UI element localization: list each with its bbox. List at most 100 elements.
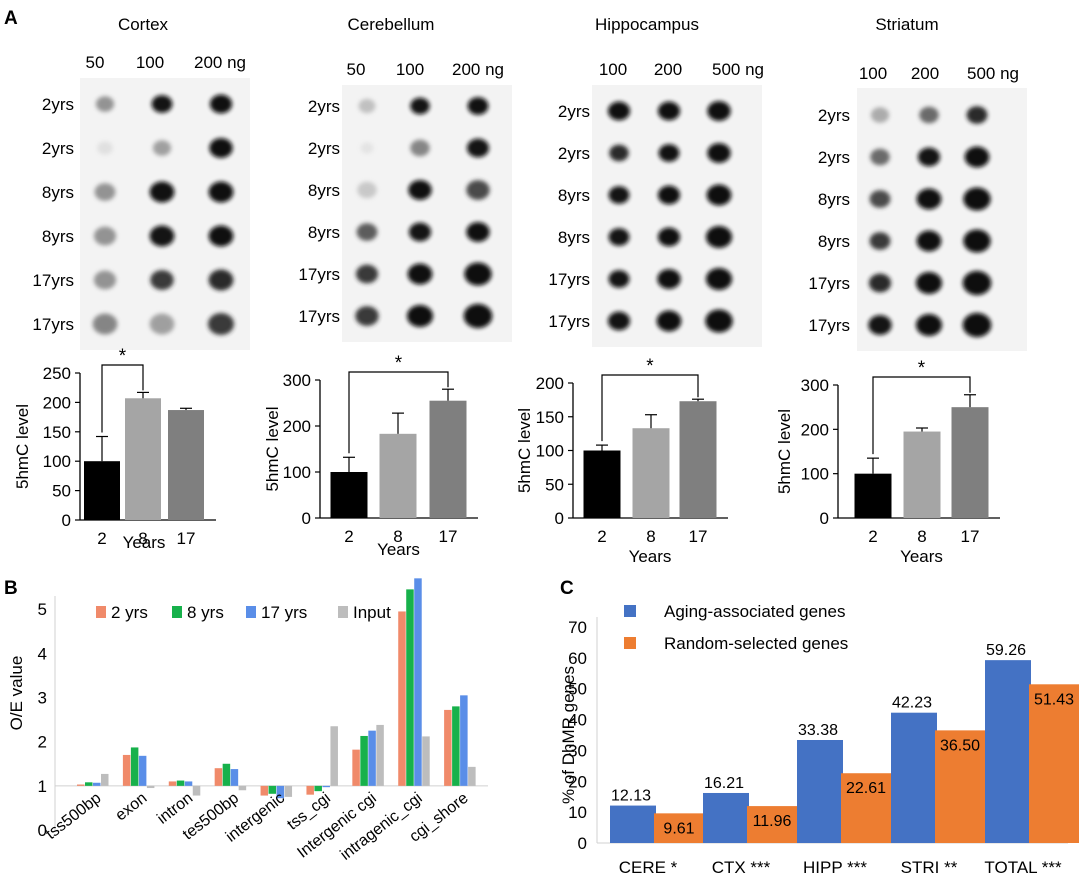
blot-dot — [150, 270, 174, 290]
blot-row-label: 2yrs — [42, 95, 74, 114]
blot-dot — [410, 97, 430, 115]
dhmr-bar-aging — [703, 792, 749, 843]
y-tick-label: 30 — [568, 741, 587, 760]
blot-row-label: 8yrs — [42, 227, 74, 246]
y-tick-label: 300 — [283, 371, 311, 390]
blot-column-header: 100 — [396, 60, 424, 79]
x-tick-label: 17 — [439, 527, 458, 546]
x-tick-label: exon — [113, 790, 151, 825]
y-tick-label: 150 — [43, 423, 71, 442]
blot-dot — [706, 226, 732, 248]
blot-row-label: 2yrs — [818, 148, 850, 167]
data-label: 9.61 — [663, 820, 694, 837]
bar — [903, 431, 941, 518]
blot-dot — [609, 144, 629, 162]
x-axis-title: Years — [377, 540, 420, 559]
x-tick-label: 2 — [97, 529, 106, 548]
panel-label-b: B — [4, 578, 18, 599]
bar — [679, 401, 717, 518]
oe-bar — [176, 780, 185, 786]
blot-dot — [657, 185, 681, 205]
oe-bar — [184, 781, 193, 786]
blot-dot — [706, 268, 732, 290]
x-tick-label: 8 — [646, 527, 655, 546]
legend-swatch — [624, 605, 636, 617]
blot-row-label: 2yrs — [308, 97, 340, 116]
oe-bar — [414, 578, 422, 786]
blot-dot — [408, 180, 432, 200]
blot-column-header: 500 ng — [967, 64, 1019, 83]
y-tick-label: 100 — [536, 442, 564, 461]
blot-panel: Cortex 50 100 200 ng 2yrs 2yrs 8yrs 8yrs 17yrs 17… — [32, 15, 250, 350]
blot-dot — [870, 107, 890, 123]
bar — [125, 398, 161, 520]
data-label: 51.43 — [1034, 691, 1074, 708]
blot-column-header: 100 — [136, 53, 164, 72]
blot-dot — [869, 190, 891, 208]
blot-dot — [868, 273, 892, 293]
blot-row-label: 8yrs — [308, 181, 340, 200]
blot-dot — [97, 141, 113, 155]
blot-column-header: 200 — [911, 64, 939, 83]
data-label: 36.50 — [940, 737, 980, 754]
blot-dot — [355, 306, 379, 326]
y-axis-title: % of DhMR genes — [559, 666, 578, 804]
blot-dot — [95, 96, 115, 112]
blot-row-label: 17yrs — [808, 316, 850, 335]
blot-panel: Cerebellum 50 100 200 ng 2yrs 2yrs 8yrs 8yrs 17y… — [298, 15, 512, 342]
blot-dot — [963, 187, 991, 211]
y-tick-label: 200 — [536, 374, 564, 393]
blot-row-label: 17yrs — [808, 274, 850, 293]
significance-bracket — [872, 376, 971, 455]
oe-bar — [330, 726, 338, 786]
blot-dot — [707, 143, 731, 163]
blot-dot — [149, 181, 175, 203]
x-tick-label: HIPP *** — [803, 858, 867, 877]
dhmr-bar-random — [654, 813, 704, 843]
data-label: 11.96 — [753, 813, 792, 830]
blot-column-header: 100 — [859, 64, 887, 83]
dhmr-bar-aging — [985, 660, 1031, 843]
blot-dot — [208, 269, 234, 291]
oe-bar — [122, 754, 131, 786]
blot-dot — [407, 263, 433, 285]
significance-bracket — [101, 364, 144, 433]
blot-dot — [919, 106, 939, 124]
blot-row-label: 17yrs — [32, 271, 74, 290]
significance-star: * — [646, 356, 654, 377]
blot-dot — [94, 183, 116, 201]
oe-bar — [452, 706, 460, 786]
blot-row-label: 2yrs — [818, 106, 850, 125]
blot-dot — [464, 262, 492, 286]
y-tick-label: 100 — [283, 463, 311, 482]
dhmr-bar-random — [841, 773, 891, 843]
x-tick-label: TOTAL *** — [984, 858, 1062, 877]
blot-dot — [870, 148, 890, 166]
blot-dot — [964, 146, 990, 168]
oe-bar — [368, 730, 376, 786]
blot-row-label: 8yrs — [308, 223, 340, 242]
blot-dot — [917, 147, 941, 167]
blot-row-label: 2yrs — [558, 144, 590, 163]
x-axis-title: Years — [629, 547, 672, 566]
y-tick-label: 1 — [38, 777, 47, 796]
y-tick-label: 0 — [38, 821, 47, 840]
panel-label-a: A — [4, 8, 18, 29]
y-tick-label: 70 — [568, 618, 587, 637]
blot-row-label: 17yrs — [298, 307, 340, 326]
x-axis-title: Years — [123, 533, 166, 552]
legend-label: 2 yrs — [111, 603, 148, 622]
legend-label: Aging-associated genes — [664, 602, 845, 621]
legend-label: 8 yrs — [187, 603, 224, 622]
data-label: 12.13 — [611, 788, 651, 805]
y-tick-label: 0 — [578, 834, 587, 853]
blot-dot — [356, 223, 378, 241]
y-axis-title: 5hmC level — [775, 409, 794, 494]
oe-bar — [468, 766, 476, 786]
x-tick-label: 17 — [177, 529, 196, 548]
oe-bar — [93, 782, 101, 786]
blot-dot — [608, 186, 630, 204]
blot-column-header: 200 — [654, 60, 682, 79]
y-tick-label: 3 — [38, 689, 47, 708]
